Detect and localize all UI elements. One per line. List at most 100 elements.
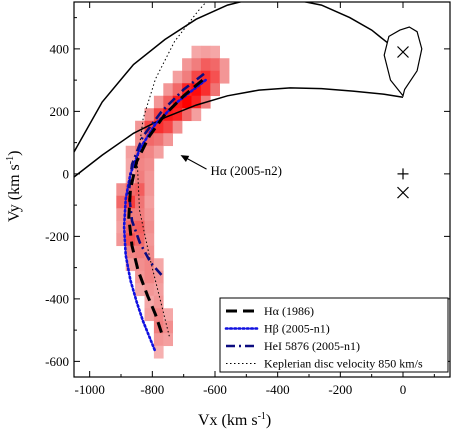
heatmap-cell <box>163 108 173 122</box>
heatmap-cell <box>182 58 192 72</box>
y-tick-label: -200 <box>45 229 69 244</box>
heatmap-cell <box>144 233 155 247</box>
heatmap-cell <box>163 120 173 134</box>
x-tick-label: -1000 <box>74 382 104 397</box>
heatmap-cell <box>125 158 136 172</box>
heatmap-cell <box>135 258 145 272</box>
heatmap-layer <box>116 45 230 359</box>
heatmap-cell <box>182 70 192 84</box>
stream-curves <box>74 2 423 178</box>
x-axis-title: Vx (km s-1) <box>198 411 271 429</box>
x-tick-label: 0 <box>400 382 407 397</box>
heatmap-cell <box>144 145 155 159</box>
heatmap-cell <box>135 220 145 234</box>
heatmap-cell <box>172 120 183 134</box>
heatmap-cell <box>135 120 145 134</box>
heatmap-cell <box>191 95 202 109</box>
stream-curve <box>74 87 404 178</box>
heatmap-cell <box>125 183 136 197</box>
heatmap-cell <box>210 58 220 72</box>
heatmap-cell <box>135 208 145 222</box>
heatmap-cell <box>172 108 183 122</box>
heatmap-cell <box>172 70 183 84</box>
y-tick-label: -600 <box>45 354 69 369</box>
heatmap-cell <box>153 308 164 322</box>
heatmap-cell <box>144 183 155 197</box>
legend: Hα (1986) Hβ (2005-n1) HeI 5876 (2005-n1) K… <box>219 297 449 373</box>
heatmap-cell <box>153 345 164 359</box>
roche-lobe <box>383 26 423 98</box>
heatmap-cell <box>153 295 164 309</box>
heatmap-cell <box>163 308 173 322</box>
heatmap-cell <box>144 195 155 209</box>
y-tick-label: -400 <box>45 291 69 306</box>
heatmap-cell <box>163 133 173 147</box>
legend-label: Hβ (2005-n1) <box>264 322 330 336</box>
plot-frame <box>73 1 451 378</box>
heatmap-cell <box>191 45 202 59</box>
heatmap-cell <box>125 208 136 222</box>
cross-marker <box>397 46 409 58</box>
heatmap-cell <box>163 95 173 109</box>
heatmap-cell <box>191 58 202 72</box>
legend-box <box>219 297 449 373</box>
heatmap-cell <box>219 58 230 72</box>
heatmap-cell <box>153 270 164 284</box>
heatmap-cell <box>191 70 202 84</box>
plus-marker <box>397 168 409 180</box>
heatmap-cell <box>144 208 155 222</box>
heatmap-cell <box>125 145 136 159</box>
heatmap-cell <box>135 158 145 172</box>
heatmap-cell <box>125 258 136 272</box>
series-line <box>136 2 207 339</box>
heatmap-cell <box>153 95 164 109</box>
heatmap-cell <box>116 233 126 247</box>
legend-label: HeI 5876 (2005-n1) <box>264 339 360 353</box>
series-line <box>127 78 204 334</box>
markers-layer <box>397 46 409 199</box>
heatmap-cell <box>153 283 164 297</box>
heatmap-cell <box>210 70 220 84</box>
heatmap-cell <box>116 183 126 197</box>
heatmap-cell <box>135 245 145 259</box>
heatmap-cell <box>135 170 145 184</box>
axes: -1000 -800 -600 -400 -200 0 -600 -400 -200 0 200 40… <box>45 2 450 397</box>
x-tick-label: -600 <box>203 382 227 397</box>
heatmap-cell <box>116 220 126 234</box>
heatmap-cell <box>153 258 164 272</box>
y-tick-label: 0 <box>63 166 70 181</box>
annotation-arrowhead <box>180 155 190 162</box>
heatmap-cell <box>144 295 155 309</box>
heatmap-cell <box>172 83 183 97</box>
y-axis-title: Vy (km s-1) <box>5 151 23 222</box>
heatmap-cell <box>191 108 202 122</box>
heatmap-cell <box>144 108 155 122</box>
heatmap-cell <box>191 83 202 97</box>
heatmap-cell <box>144 308 155 322</box>
heatmap-cell <box>116 208 126 222</box>
heatmap-cell <box>200 83 211 97</box>
heatmap-cell <box>135 183 145 197</box>
heatmap-cell <box>210 83 220 97</box>
heatmap-cell <box>163 320 173 334</box>
heatmap-cell <box>144 245 155 259</box>
heatmap-cell <box>219 70 230 84</box>
heatmap-cell <box>144 133 155 147</box>
series-line <box>122 78 207 354</box>
annotation-arrow <box>184 156 207 170</box>
cross-marker <box>397 186 409 199</box>
heatmap-cell <box>153 145 164 159</box>
heatmap-cell <box>200 45 211 59</box>
heatmap-cell <box>144 270 155 284</box>
heatmap-cell <box>163 333 173 347</box>
heatmap-cell <box>135 195 145 209</box>
x-tick-label: -400 <box>266 382 290 397</box>
annotation-label: Hα (2005-n2) <box>211 163 282 178</box>
heatmap-cell <box>182 108 192 122</box>
heatmap-cell <box>182 83 192 97</box>
heatmap-cell <box>200 58 211 72</box>
x-tick-label: -800 <box>140 382 164 397</box>
heatmap-cell <box>200 70 211 84</box>
heatmap-cell <box>153 333 164 347</box>
